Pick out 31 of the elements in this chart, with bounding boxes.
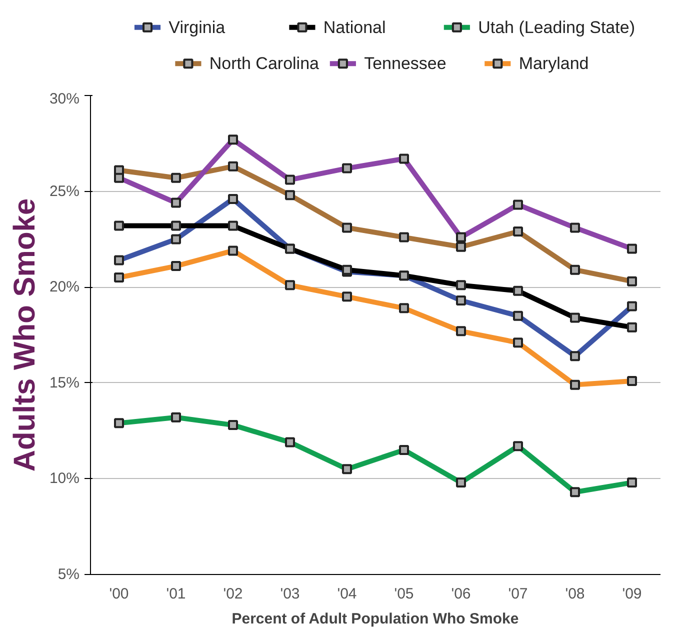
x-tick-label: '05 — [394, 586, 414, 602]
x-tick-label: '01 — [166, 586, 186, 602]
point — [513, 286, 523, 296]
x-tick-label: '02 — [223, 586, 243, 602]
y-tick-label: 15% — [49, 374, 80, 392]
y-axis-title: Adults Who Smoke — [8, 198, 42, 472]
x-tick-label: '07 — [508, 586, 528, 602]
y-tick-label: 30% — [49, 90, 80, 108]
legend-label: North Carolina — [209, 54, 320, 74]
point — [456, 280, 466, 290]
y-tick-label: 25% — [49, 182, 80, 200]
legend-label: Tennessee — [364, 54, 446, 74]
x-tick-label: '06 — [451, 586, 471, 602]
point — [570, 312, 580, 323]
y-tick-label: 10% — [49, 470, 80, 488]
legend-label: Maryland — [518, 54, 589, 74]
point — [171, 220, 181, 231]
y-tick-label: 5% — [58, 566, 80, 583]
legend-label: Virginia — [168, 18, 226, 37]
x-tick-label: '00 — [109, 586, 129, 602]
point — [228, 220, 238, 231]
point — [114, 220, 124, 231]
x-tick-label: '03 — [280, 586, 300, 602]
x-tick-label: '08 — [565, 586, 585, 602]
legend-label: National — [323, 18, 386, 37]
x-axis-title: Percent of Adult Population Who Smoke — [232, 610, 519, 628]
x-tick-label: '04 — [337, 586, 357, 602]
point — [627, 322, 637, 332]
x-tick-label: '09 — [622, 586, 642, 602]
legend-label: Utah (Leading State) — [478, 18, 635, 37]
y-tick-label: 20% — [49, 278, 80, 296]
